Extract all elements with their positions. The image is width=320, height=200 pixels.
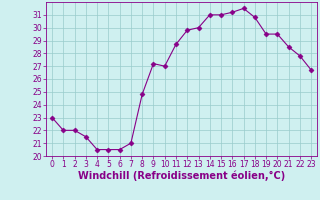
- X-axis label: Windchill (Refroidissement éolien,°C): Windchill (Refroidissement éolien,°C): [78, 171, 285, 181]
